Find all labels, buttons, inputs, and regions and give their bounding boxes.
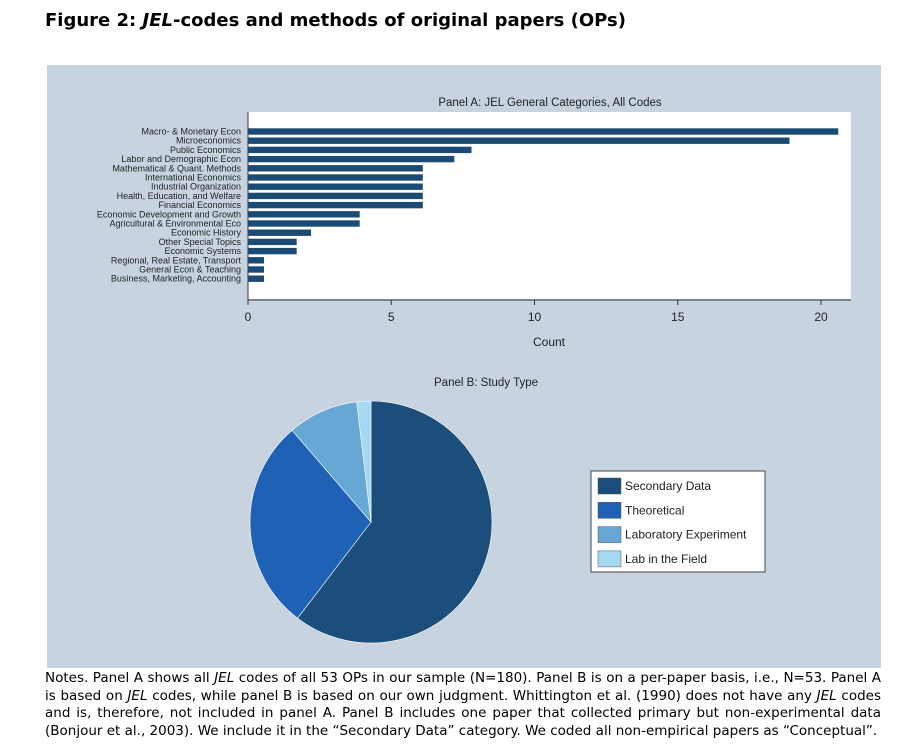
bar (248, 201, 423, 209)
x-tick-label: 10 (528, 310, 542, 324)
bar (248, 146, 472, 154)
panel-b-title: Panel B: Study Type (434, 377, 538, 389)
bar (248, 128, 839, 135)
bar (248, 165, 423, 172)
figure-notes: Notes. Panel A shows all JEL codes of al… (45, 670, 881, 740)
notes-text: codes and is, therefore, not included in… (45, 687, 881, 739)
x-tick-label: 5 (388, 310, 395, 324)
panel-a-bars (248, 128, 839, 282)
pie-slice (297, 400, 493, 644)
notes-text: JEL (816, 687, 837, 704)
notes-text: codes of all 53 OPs in our sample (N=180… (45, 670, 882, 704)
panel-a-title: Panel A: JEL General Categories, All Cod… (438, 97, 662, 109)
category-label: Agricultural & Environmental Eco (109, 219, 241, 229)
bar (248, 155, 455, 163)
figure-title: Figure 2: JEL-codes and methods of origi… (45, 10, 626, 31)
bar (248, 266, 264, 273)
category-label: Other Special Topics (159, 237, 242, 247)
bar (248, 247, 297, 255)
category-label: Economic Systems (164, 246, 241, 256)
pie-slice (249, 429, 372, 619)
bar (248, 238, 297, 246)
bar (248, 211, 360, 218)
panel-a-x-axis-label: Count (533, 335, 566, 349)
figure-title-suffix: -codes and methods of original papers (O… (172, 10, 626, 31)
x-tick-label: 15 (671, 310, 685, 324)
figure-title-italic: JEL (142, 10, 173, 31)
notes-text: JEL (214, 670, 235, 686)
category-label: Regional, Real Estate, Transport (111, 255, 242, 265)
legend-label: Theoretical (625, 503, 684, 517)
category-label: Economic History (171, 228, 242, 238)
category-label: Public Economics (170, 145, 242, 155)
bar (248, 229, 311, 236)
legend-label: Laboratory Experiment (625, 528, 747, 542)
notes-text: codes, while panel B is based on our own… (147, 687, 817, 704)
panel-b-pie (249, 400, 493, 644)
figure-title-prefix: Figure 2: (45, 10, 143, 31)
bar (248, 174, 423, 181)
bar (248, 137, 790, 144)
category-label: Microeconomics (176, 136, 242, 146)
category-label: General Econ & Teaching (139, 265, 241, 275)
x-tick-label: 20 (814, 310, 828, 324)
legend-swatch (597, 477, 622, 495)
notes-text: JEL (127, 687, 148, 704)
notes-text: Notes. Panel A shows all (45, 670, 215, 686)
bar (248, 275, 264, 282)
category-label: Macro- & Monetary Econ (141, 127, 241, 137)
legend-swatch (597, 526, 622, 543)
category-label: Financial Economics (158, 200, 241, 210)
legend-swatch (597, 502, 622, 519)
bar (248, 220, 360, 227)
bar (248, 192, 423, 200)
category-label: Labor and Demographic Econ (121, 154, 241, 164)
category-label: Health, Education, and Welfare (117, 191, 241, 201)
bar (248, 257, 264, 264)
category-label: Mathematical & Quant. Methods (112, 163, 241, 173)
panel-a-x-ticks: 0 5 10 15 20 (245, 300, 828, 324)
legend-label: Lab in the Field (625, 552, 707, 566)
panel-b-legend: Secondary Data Theoretical Laboratory Expe… (590, 470, 766, 573)
x-tick-label: 0 (245, 310, 252, 324)
category-label: Industrial Organization (151, 182, 241, 192)
pie-slice (356, 400, 372, 523)
category-label: Economic Development and Growth (97, 209, 241, 219)
category-label: Business, Marketing, Accounting (111, 274, 241, 284)
legend-swatch (597, 550, 622, 568)
legend-label: Secondary Data (625, 479, 711, 493)
panel-a-category-labels: Macro- & Monetary EconMicroeconomicsPubl… (97, 127, 242, 284)
bar (248, 183, 423, 190)
category-label: International Economics (145, 173, 242, 183)
